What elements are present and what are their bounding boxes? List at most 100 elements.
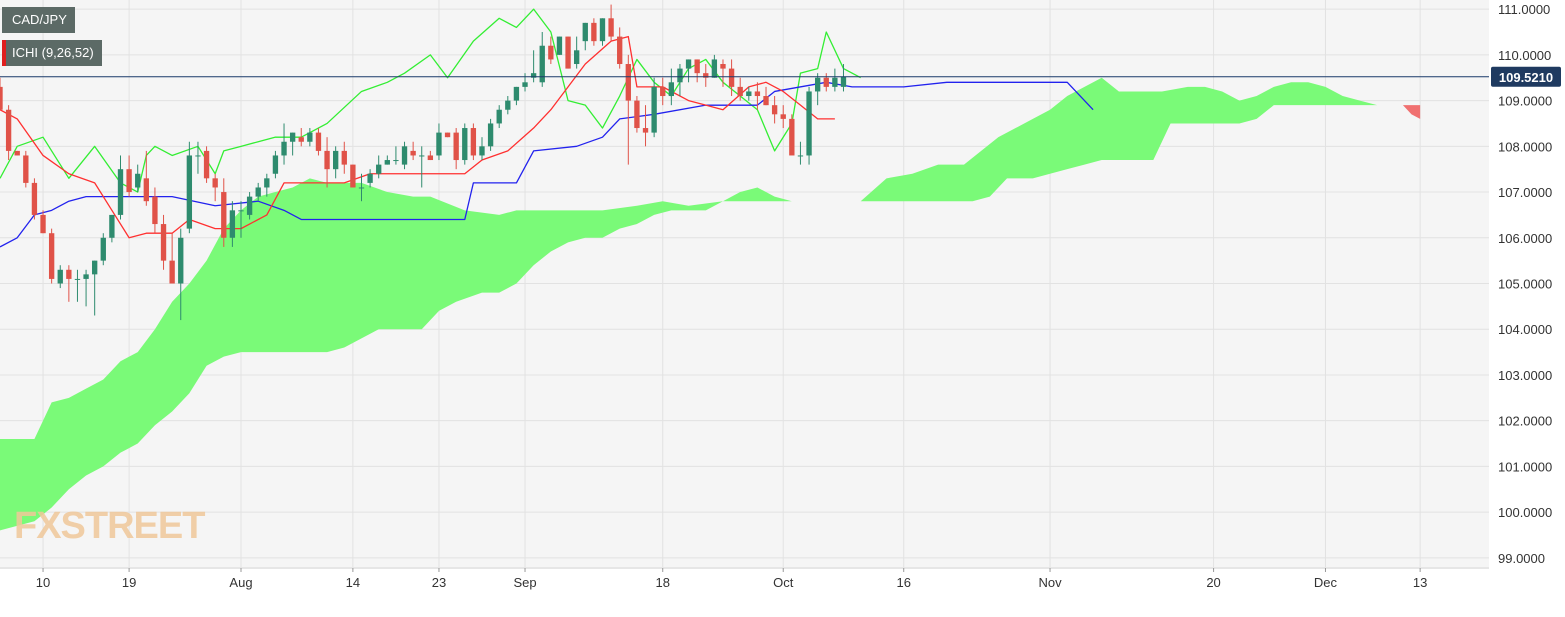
candle-body — [496, 109, 502, 124]
candle-body — [315, 132, 322, 151]
candle-body — [660, 86, 666, 97]
candle-body — [203, 150, 210, 179]
candle-body — [694, 59, 700, 74]
candle-body — [281, 141, 287, 156]
x-tick-label: 23 — [432, 575, 446, 590]
candle-body — [642, 128, 649, 133]
candle-body — [307, 132, 313, 142]
candle-body — [143, 178, 149, 202]
y-tick-label: 99.0000 — [1498, 551, 1545, 566]
candle-body — [703, 73, 709, 78]
candle-body — [479, 146, 485, 156]
tenkan-sen-line — [0, 35, 835, 239]
candle-body — [522, 82, 528, 87]
candle-body — [539, 45, 545, 83]
candle-body — [728, 68, 735, 87]
fxstreet-watermark: FXSTREET — [14, 505, 205, 547]
candle-body — [57, 269, 63, 284]
candle-body — [746, 91, 752, 97]
candle-body — [444, 132, 451, 138]
candle-body — [152, 196, 158, 225]
candle-body — [350, 164, 356, 188]
y-tick-label: 105.0000 — [1498, 277, 1552, 292]
candle-body — [109, 214, 115, 238]
y-tick-label: 111.0000 — [1498, 2, 1550, 17]
candle-body — [677, 68, 683, 83]
candle-body — [92, 260, 98, 275]
legend-indicator-label: ICHI (9,26,52) — [12, 45, 94, 60]
x-tick-label: 18 — [655, 575, 669, 590]
axes: 109.5210 111.0000 110.0000 109.0000 108.0000… — [0, 2, 1561, 590]
candle-body — [436, 132, 442, 156]
y-tick-label: 100.0000 — [1498, 505, 1552, 520]
candle-body — [711, 59, 718, 78]
candle-body — [40, 214, 46, 234]
candle-body — [5, 109, 12, 151]
candle-body — [384, 160, 390, 165]
candle-body — [814, 77, 821, 92]
y-tick-label: 103.0000 — [1498, 368, 1552, 383]
candle-body — [487, 123, 494, 147]
candle-body — [634, 100, 640, 129]
candle-body — [763, 96, 769, 106]
candle-body — [401, 146, 408, 165]
cloud-bearish — [1402, 105, 1421, 119]
candle-body — [169, 260, 175, 284]
candle-body — [100, 237, 106, 261]
candle-body — [74, 278, 81, 280]
legend-indicator[interactable]: ICHI (9,26,52) — [2, 40, 102, 66]
x-tick-label: 20 — [1206, 575, 1220, 590]
cloud-bullish — [0, 77, 1421, 531]
candle-body — [393, 160, 399, 162]
candle-body — [238, 210, 244, 212]
candle-body — [272, 155, 279, 174]
candle-body — [462, 128, 468, 161]
candle-body — [195, 155, 201, 157]
candle-body — [573, 50, 580, 65]
x-tick-label: 13 — [1413, 575, 1427, 590]
candle-body — [840, 76, 847, 87]
candle-body — [548, 45, 554, 60]
y-tick-label: 110.0000 — [1498, 48, 1551, 63]
candle-body — [591, 22, 597, 42]
candle-body — [221, 192, 227, 238]
candle-body — [832, 77, 838, 87]
candle-body — [453, 132, 459, 161]
x-tick-label: 16 — [896, 575, 910, 590]
x-tick-label: 14 — [346, 575, 360, 590]
candle-body — [754, 91, 761, 97]
candle-body — [427, 155, 434, 161]
candle-body — [556, 36, 563, 55]
candle-body — [771, 105, 778, 115]
candle-body — [797, 155, 804, 157]
candle-body — [358, 187, 365, 189]
legend-symbol-label: CAD/JPY — [12, 12, 67, 27]
y-tick-label: 104.0000 — [1498, 322, 1552, 337]
candle-body — [298, 137, 304, 142]
candle-body — [264, 178, 270, 188]
candle-body — [823, 77, 829, 87]
legend-symbol[interactable]: CAD/JPY — [2, 7, 75, 33]
x-tick-label: Oct — [773, 575, 794, 590]
y-tick-label: 102.0000 — [1498, 414, 1552, 429]
candle-body — [126, 169, 132, 193]
candle-body — [333, 150, 339, 170]
candle-body — [341, 150, 347, 165]
candle-body — [376, 164, 382, 174]
candlesticks — [0, 4, 847, 321]
candle-body — [367, 173, 373, 183]
candle-body — [780, 114, 786, 119]
y-tick-label: 107.0000 — [1498, 185, 1552, 200]
chikou-span-line — [0, 8, 861, 193]
kijun-sen-line — [0, 81, 1094, 248]
current-price-label: 109.5210 — [1499, 70, 1553, 85]
candle-body — [246, 196, 253, 215]
y-tick-label: 101.0000 — [1498, 459, 1552, 474]
candle-body — [737, 86, 743, 97]
candle-body — [48, 233, 55, 279]
candle-body — [505, 100, 511, 110]
candle-body — [186, 155, 193, 229]
candle-body — [470, 128, 477, 156]
